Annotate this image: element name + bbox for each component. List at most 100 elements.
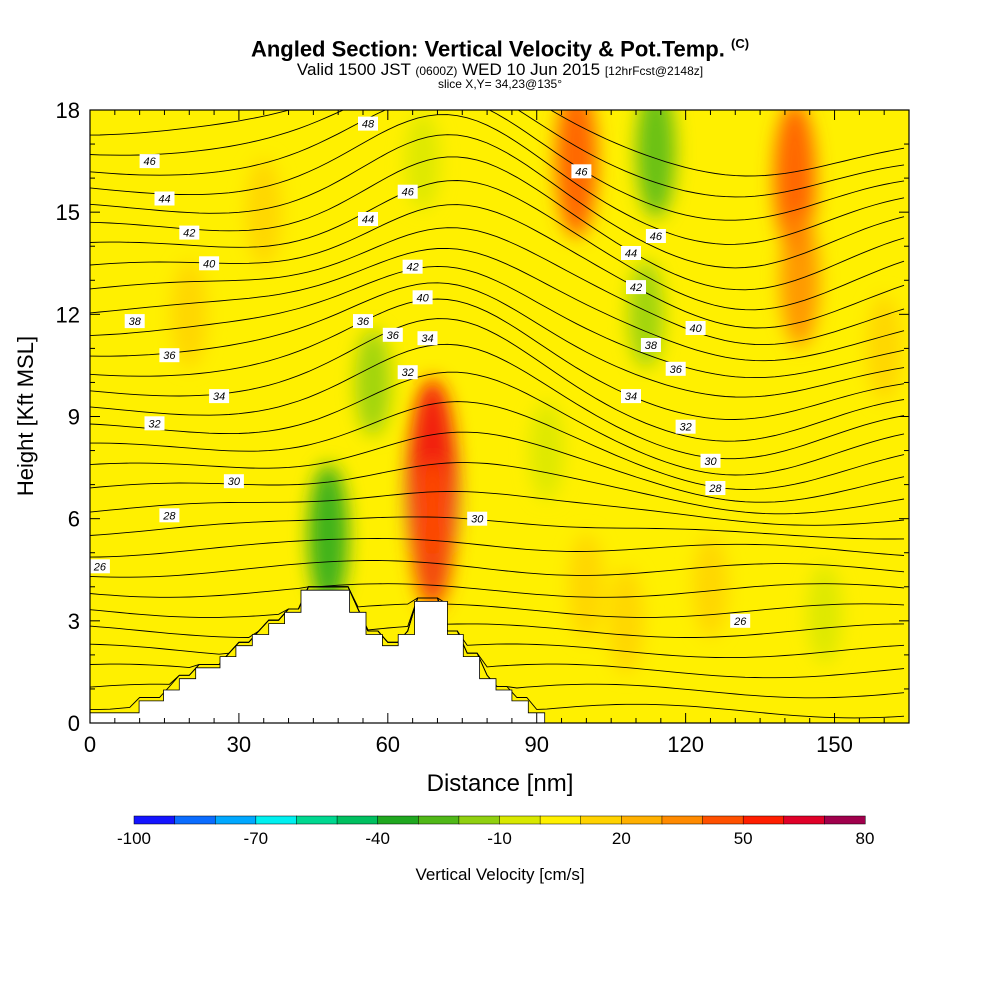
isentrope-labels: 26 26 28 28 30 30 30 32 32 32 34 34 34 36 36 36 36 38 38 40… bbox=[90, 116, 751, 628]
isentrope-line bbox=[90, 371, 905, 476]
isentrope-label-box bbox=[571, 164, 592, 179]
velocity-cell bbox=[529, 401, 564, 500]
isentrope-line bbox=[90, 114, 905, 245]
y-tick-label: 0 bbox=[68, 711, 80, 736]
velocity-cell bbox=[807, 565, 842, 664]
isentrope-label: 30 bbox=[700, 453, 721, 468]
isentrope-label: 32 bbox=[144, 416, 165, 431]
isentrope-label: 30 bbox=[223, 474, 244, 489]
isentrope-label-box bbox=[640, 338, 661, 352]
velocity-cell bbox=[608, 567, 644, 675]
velocity-cell bbox=[411, 459, 454, 612]
isentrope-label-box bbox=[159, 348, 180, 363]
isentrope-line bbox=[90, 583, 905, 598]
isentrope-line bbox=[90, 227, 905, 346]
colorbar-tick-label: -10 bbox=[487, 829, 512, 848]
isentrope-label-box bbox=[467, 511, 488, 526]
isentrope-label: 36 bbox=[159, 348, 180, 363]
colorbar: -100 -70 -40 -10 20 50 80 bbox=[117, 815, 874, 848]
isentrope-label-box bbox=[209, 389, 230, 404]
isentrope-label-box bbox=[358, 116, 378, 131]
utc-time: (0600Z) bbox=[415, 64, 458, 78]
isentrope-label-box bbox=[665, 361, 686, 376]
isentrope-label-box bbox=[382, 327, 403, 342]
isentrope-label-text: 44 bbox=[362, 214, 374, 226]
isentrope-label: 32 bbox=[397, 365, 418, 380]
velocity-field bbox=[171, 110, 902, 675]
isentrope-label: 36 bbox=[665, 361, 686, 376]
isentrope-label: 26 bbox=[90, 559, 110, 574]
colorbar-tick-label: -70 bbox=[244, 829, 269, 848]
isentrope-label-box bbox=[353, 314, 373, 329]
isentrope-label-text: 42 bbox=[183, 228, 195, 240]
isentrope-line bbox=[90, 401, 905, 490]
velocity-cell bbox=[693, 535, 728, 638]
isentrope-label: 46 bbox=[397, 184, 418, 199]
x-tick-label: 30 bbox=[227, 732, 251, 757]
colorbar-swatch bbox=[458, 815, 501, 825]
isentrope-label: 48 bbox=[358, 116, 378, 131]
isentrope-label-box bbox=[223, 474, 244, 489]
isentrope-label-text: 26 bbox=[733, 616, 747, 628]
isentrope-label-box bbox=[402, 259, 423, 274]
isentrope-label-text: 40 bbox=[416, 292, 429, 304]
velocity-cell bbox=[555, 110, 598, 238]
isentrope-line bbox=[90, 156, 905, 291]
colorbar-tick-label: -100 bbox=[117, 829, 151, 848]
isentrope-label-text: 34 bbox=[625, 391, 637, 403]
isentrope-label-box bbox=[358, 212, 378, 226]
isentrope-line bbox=[90, 431, 905, 503]
slice-info: slice X,Y= 34,23@135° bbox=[437, 77, 563, 91]
isentrope-label: 36 bbox=[353, 314, 373, 329]
isentrope-label: 32 bbox=[675, 419, 696, 434]
isentrope-label-text: 30 bbox=[704, 456, 717, 468]
velocity-cell bbox=[568, 533, 605, 641]
velocity-cell bbox=[866, 294, 902, 402]
isentrope-label: 44 bbox=[358, 212, 378, 226]
colorbar-swatch bbox=[133, 815, 176, 825]
x-axis-label: Distance [nm] bbox=[427, 770, 574, 797]
colorbar-tick-label: 50 bbox=[734, 829, 753, 848]
x-tick-label: 60 bbox=[376, 732, 400, 757]
isentrope-label-text: 36 bbox=[387, 330, 400, 342]
isentrope-label: 38 bbox=[640, 338, 661, 352]
isentrope-label: 42 bbox=[402, 259, 423, 274]
isentrope-line bbox=[90, 282, 905, 398]
isentrope-label-box bbox=[154, 191, 175, 206]
isentrope-line bbox=[90, 586, 905, 638]
x-axis: 0 30 60 90 120 150 bbox=[84, 110, 910, 757]
colorbar-label: Vertical Velocity [cm/s] bbox=[415, 865, 584, 884]
isentrope-label-box bbox=[139, 154, 160, 169]
colorbar-swatch bbox=[702, 815, 744, 825]
isentrope-label: 34 bbox=[621, 389, 641, 404]
isentrope-label-text: 26 bbox=[93, 561, 107, 573]
isentrope-label-box bbox=[700, 453, 721, 468]
colorbar-swatch bbox=[296, 815, 338, 825]
x-tick-label: 0 bbox=[84, 732, 96, 757]
isentrope-label-box bbox=[621, 246, 641, 260]
isentrope-label-text: 44 bbox=[625, 248, 637, 260]
isentrope-label-text: 42 bbox=[630, 282, 642, 294]
isentrope-label-text: 42 bbox=[406, 262, 418, 274]
isentrope-label-text: 36 bbox=[163, 350, 176, 362]
isentrope-line bbox=[90, 516, 905, 540]
isentrope-label: 40 bbox=[685, 321, 706, 335]
colorbar-tick-label: 20 bbox=[612, 829, 631, 848]
isentrope-line bbox=[90, 265, 905, 379]
isentrope-label: 42 bbox=[626, 280, 646, 295]
y-tick-label: 9 bbox=[68, 405, 80, 430]
colorbar-swatch bbox=[377, 815, 419, 825]
valid-time: Valid 1500 JST bbox=[296, 60, 411, 79]
colorbar-swatch bbox=[742, 815, 785, 825]
isentrope-label-box bbox=[90, 559, 110, 574]
isentrope-label-text: 32 bbox=[148, 418, 160, 430]
isentrope-line bbox=[90, 491, 905, 526]
isentrope-label-box bbox=[730, 613, 751, 628]
isentrope-label-text: 30 bbox=[471, 514, 484, 526]
y-tick-label: 15 bbox=[56, 200, 80, 225]
isentrope-label: 42 bbox=[179, 225, 200, 240]
isentrope-line bbox=[90, 180, 905, 311]
chart-title-text: Angled Section: Vertical Velocity & Pot.… bbox=[250, 36, 725, 62]
